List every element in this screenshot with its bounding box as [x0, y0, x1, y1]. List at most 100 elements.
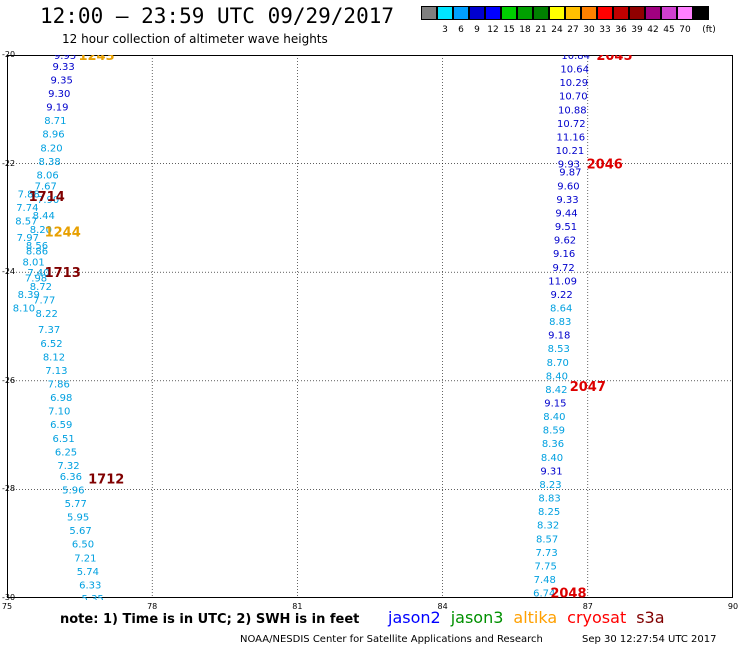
lon-tick-label: 81	[292, 602, 303, 611]
color-tick: 27	[567, 25, 579, 35]
color-swatch	[501, 6, 517, 20]
wave-height-label: 8.25	[538, 507, 560, 518]
legend-entry-cryosat: cryosat	[567, 608, 627, 627]
pass-number-label: 2046	[587, 158, 623, 173]
lon-tick-label: 75	[1, 602, 13, 611]
wave-height-label: 8.12	[43, 352, 65, 363]
pass-number-label: 1243	[78, 55, 114, 64]
wave-height-label: 7.88	[18, 189, 40, 200]
color-swatch	[629, 6, 645, 20]
wave-height-label: 7.48	[534, 575, 556, 586]
wave-height-label: 7.21	[74, 553, 96, 564]
wave-height-label: 9.16	[553, 249, 575, 260]
wave-height-label: 8.72	[30, 282, 52, 293]
wave-height-label: 9.15	[544, 399, 566, 410]
wave-height-label: 8.64	[550, 303, 572, 314]
lat-tick-label: -20	[2, 50, 16, 59]
wave-height-label: 11.16	[557, 132, 586, 143]
color-swatch	[661, 6, 677, 20]
color-tick: 3	[442, 25, 448, 35]
pass-number-label: 1244	[45, 225, 81, 240]
lat-tick-label: -26	[2, 375, 16, 385]
legend-entry-jason2: jason2	[388, 608, 441, 627]
wave-height-label: 8.86	[26, 246, 48, 257]
wave-height-label: 10.64	[560, 65, 589, 76]
color-unit: (ft)	[702, 25, 716, 35]
wave-height-label: 6.74	[533, 589, 555, 600]
wave-height-label: 5.77	[65, 499, 87, 510]
color-tick: 33	[599, 25, 611, 35]
legend-entry-s3a: s3a	[636, 608, 665, 627]
wave-height-label: 5.96	[62, 485, 84, 496]
wave-height-label: 5.35	[82, 594, 104, 600]
color-swatch	[517, 6, 533, 20]
wave-height-label: 9.72	[552, 263, 574, 274]
color-tick: 24	[551, 25, 563, 35]
wave-height-label: 8.83	[549, 317, 571, 328]
color-swatch	[597, 6, 613, 20]
wave-height-label: 6.25	[55, 447, 77, 458]
wave-height-label: 8.23	[539, 480, 561, 491]
wave-height-label: 6.59	[50, 420, 72, 431]
wave-height-label: 8.32	[537, 521, 559, 532]
page-title: 12:00 – 23:59 UTC 09/29/2017	[40, 4, 395, 28]
wave-height-label: 8.42	[545, 385, 567, 396]
wave-height-label: 7.13	[45, 366, 67, 377]
generation-timestamp: Sep 30 12:27:54 UTC 2017	[582, 634, 717, 645]
wave-height-label: 7.67	[35, 181, 57, 192]
color-tick: 15	[503, 25, 515, 35]
lon-tick-label: 84	[437, 602, 448, 611]
wave-height-label: 6.52	[40, 339, 62, 350]
wave-height-label: 10.84	[561, 55, 590, 62]
satellite-legend: jason2 jason3 altika cryosat s3a	[388, 608, 675, 627]
color-tick: 9	[474, 25, 480, 35]
wave-height-label: 8.57	[536, 534, 558, 545]
wave-height-label: 6.51	[52, 434, 74, 445]
lat-tick-label: -22	[2, 158, 16, 168]
pass-number-label: 2045	[596, 55, 632, 64]
wave-height-label: 7.74	[16, 203, 38, 214]
wave-height-label: 8.40	[541, 453, 563, 464]
color-swatch	[645, 6, 661, 20]
wave-height-label: 8.53	[548, 344, 570, 355]
altimeter-map: 9.959.339.359.309.198.718.968.208.388.06…	[7, 55, 733, 600]
pass-number-label: 1712	[88, 473, 124, 488]
color-tick: 36	[615, 25, 627, 35]
wave-height-label: 9.62	[554, 236, 576, 247]
wave-height-label: 10.88	[558, 105, 587, 116]
wave-height-label: 9.95	[54, 55, 76, 62]
wave-height-label: 7.73	[536, 548, 558, 559]
wave-height-label: 5.95	[67, 513, 89, 524]
lon-tick-label: 90	[727, 602, 739, 611]
wave-height-label: 9.44	[555, 208, 577, 219]
lat-tick-label: -28	[2, 484, 16, 494]
wave-height-label: 8.70	[547, 358, 569, 369]
color-swatch	[693, 6, 709, 20]
color-tick: 39	[631, 25, 643, 35]
wave-height-label: 8.39	[18, 290, 40, 301]
wave-height-label: 8.83	[538, 494, 560, 505]
lon-tick-label: 78	[147, 602, 158, 611]
wave-height-label: 9.35	[51, 75, 73, 86]
lat-tick-label: -24	[2, 267, 16, 277]
color-swatch	[613, 6, 629, 20]
color-tick: 18	[519, 25, 531, 35]
wave-height-label: 8.20	[40, 143, 62, 154]
color-tick: 42	[647, 25, 659, 35]
wave-height-label: 9.60	[557, 181, 579, 192]
wave-height-label: 8.01	[22, 257, 44, 268]
color-tick: 6	[458, 25, 464, 35]
wave-height-label: 8.40	[543, 412, 565, 423]
wave-height-label: 6.98	[50, 393, 72, 404]
wave-height-label: 5.67	[69, 526, 91, 537]
color-swatch	[469, 6, 485, 20]
wave-height-label: 6.33	[79, 580, 101, 591]
color-swatch	[533, 6, 549, 20]
color-tick: 45	[663, 25, 675, 35]
wave-height-label: 9.19	[46, 103, 68, 114]
wave-height-label: 9.22	[551, 290, 573, 301]
wave-height-label: 8.38	[38, 157, 60, 168]
wave-height-label: 10.21	[556, 146, 585, 157]
pass-number-label: 1713	[45, 266, 81, 281]
wave-height-label: 5.74	[77, 567, 99, 578]
